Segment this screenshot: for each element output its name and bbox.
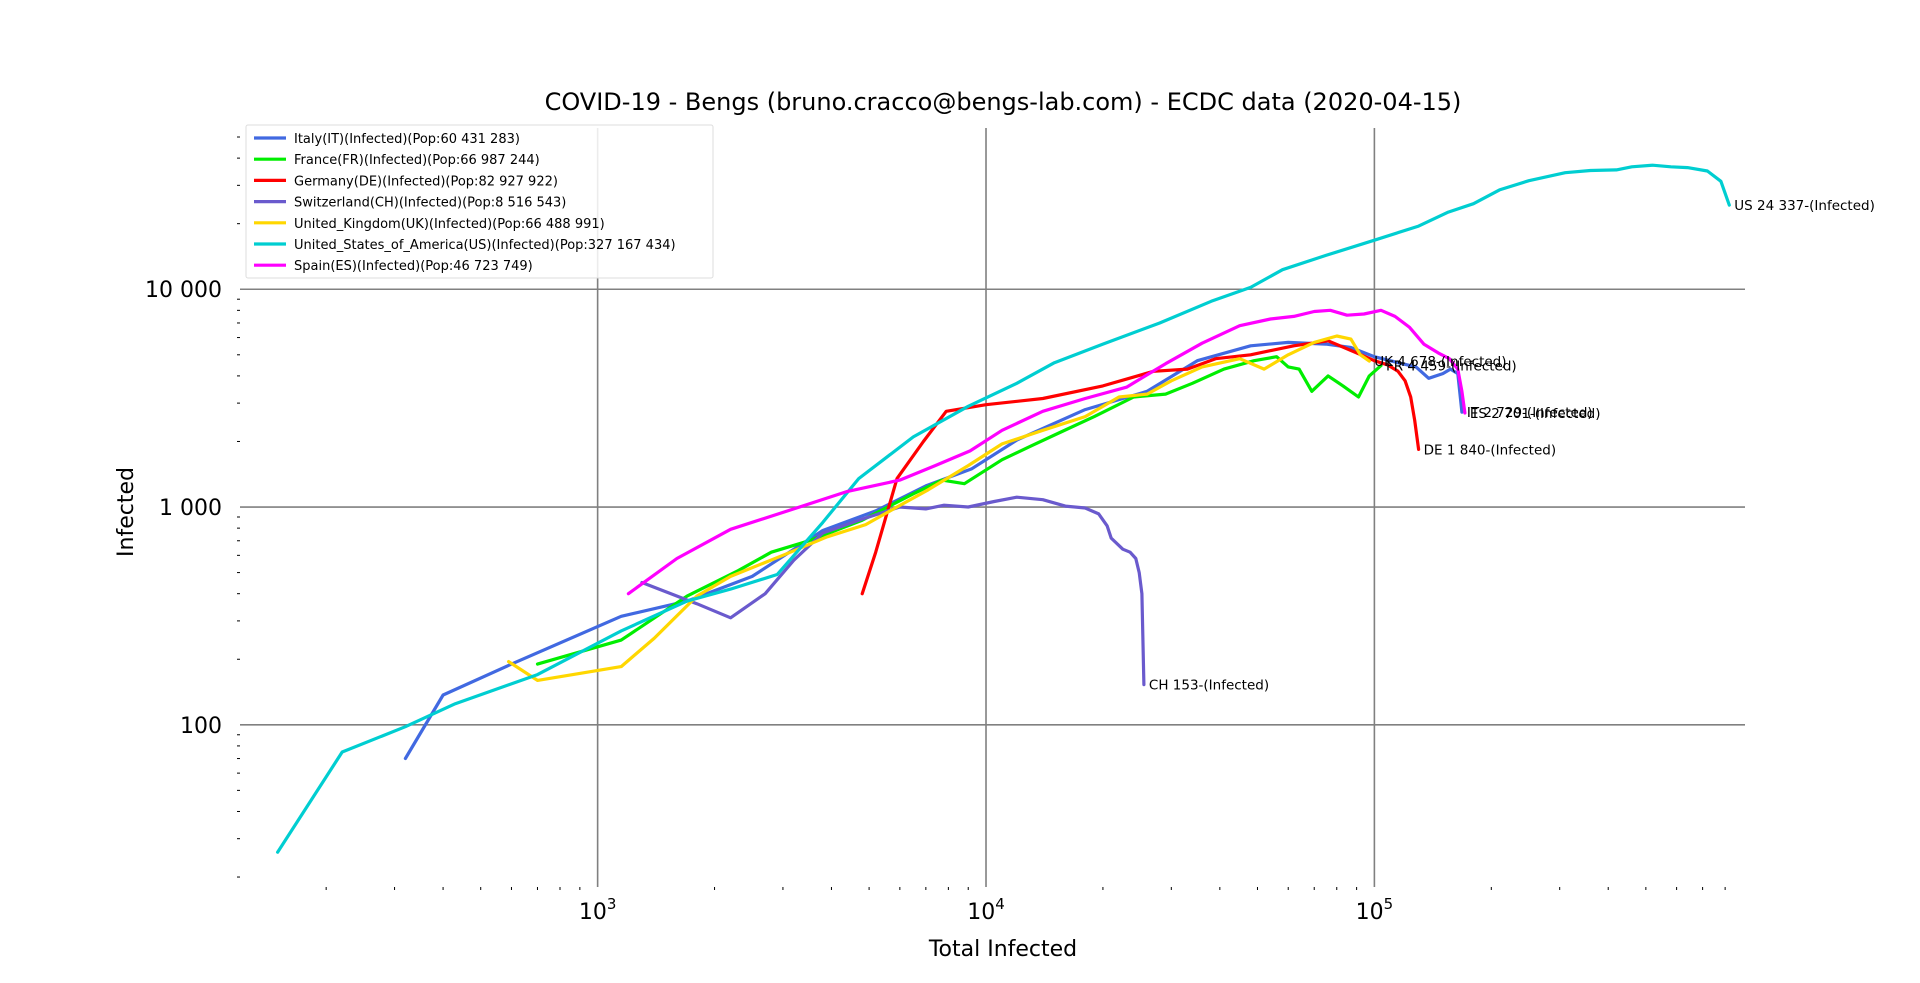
x-tick-label: 104 (967, 895, 1005, 925)
series-line (535, 355, 1383, 666)
legend-entry: Germany(DE)(Infected)(Pop:82 927 922) (294, 174, 558, 189)
x-tick-label: 105 (1356, 895, 1394, 925)
series-end-label: DE 1 840-(Infected) (1424, 442, 1556, 458)
legend: Italy(IT)(Infected)(Pop:60 431 283) Franc… (245, 124, 714, 279)
series-end-label: UK 4 678-(Infected) (1374, 354, 1506, 370)
y-tick-label: 1 000 (159, 496, 222, 521)
legend-entry: France(FR)(Infected)(Pop:66 987 244) (294, 153, 540, 168)
y-axis-label: Infected (114, 467, 139, 557)
series-end-label: CH 153-(Infected) (1149, 678, 1269, 694)
legend-box (245, 124, 714, 279)
series-line (626, 308, 1467, 596)
series-line (276, 163, 1731, 854)
series-line (507, 334, 1371, 682)
series-end-label: US 24 337-(Infected) (1734, 198, 1875, 214)
series-line (403, 340, 1464, 761)
legend-entry: Spain(ES)(Infected)(Pop:46 723 749) (294, 259, 533, 274)
grid-lines (240, 128, 1745, 887)
series-lines (276, 163, 1731, 854)
y-tick-labels: 100 1 000 10 000 (145, 278, 222, 739)
series-end-label: FR 4 459-(Infected) (1386, 359, 1517, 375)
x-axis-label: Total Infected (928, 937, 1077, 962)
legend-entry: United_States_of_America(US)(Infected)(P… (294, 238, 676, 253)
legend-entry: Switzerland(CH)(Infected)(Pop:8 516 543) (294, 196, 566, 211)
series-end-label: ES 2 701-(Infected) (1470, 406, 1601, 422)
y-tick-label: 10 000 (145, 278, 222, 303)
x-tick-labels: 103 104 105 (579, 895, 1393, 925)
series-end-label: IT 2 729-(Infected) (1467, 405, 1593, 421)
series-line (640, 495, 1146, 687)
chart-title: COVID-19 - Bengs (bruno.cracco@bengs-lab… (545, 88, 1462, 116)
legend-entry: United_Kingdom(UK)(Infected)(Pop:66 488 … (294, 217, 605, 232)
minor-ticks (237, 136, 1726, 890)
y-tick-label: 100 (180, 714, 222, 739)
x-tick-label: 103 (579, 895, 617, 925)
series-end-labels: IT 2 729-(Infected) FR 4 459-(Infected) DE… (1149, 198, 1875, 693)
legend-entry: Italy(IT)(Infected)(Pop:60 431 283) (294, 132, 520, 147)
